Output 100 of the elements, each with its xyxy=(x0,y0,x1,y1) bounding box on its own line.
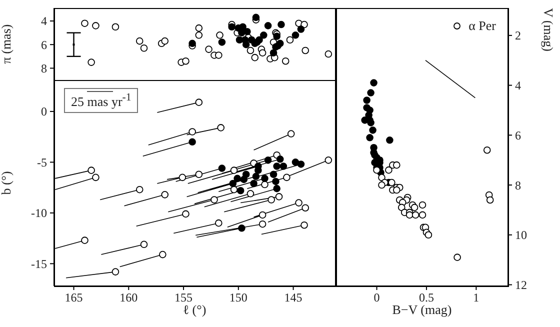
point xyxy=(418,201,426,209)
point xyxy=(112,268,120,276)
point xyxy=(378,174,386,182)
point xyxy=(140,44,148,52)
y-tick-label: 8 xyxy=(41,61,47,76)
point xyxy=(264,156,272,164)
point xyxy=(388,178,396,186)
point xyxy=(234,174,241,182)
point xyxy=(272,43,280,51)
point xyxy=(264,22,272,30)
point xyxy=(216,32,224,39)
point xyxy=(278,20,285,28)
point xyxy=(161,37,169,45)
point xyxy=(88,166,95,174)
point xyxy=(302,46,310,54)
point xyxy=(188,128,196,136)
point xyxy=(251,54,259,62)
x-tick-label: 155 xyxy=(174,290,193,305)
point xyxy=(324,50,332,58)
point xyxy=(230,166,238,174)
point xyxy=(261,174,268,182)
y-tick-label: 8 xyxy=(515,178,521,192)
point xyxy=(273,162,280,170)
point xyxy=(370,79,378,86)
x-tick-label: 160 xyxy=(120,290,138,305)
point xyxy=(236,36,244,44)
point xyxy=(140,240,148,248)
point xyxy=(136,186,144,194)
y-axis-title: V (mag) xyxy=(540,8,556,54)
x-tick-label: 1 xyxy=(473,290,480,305)
point xyxy=(258,49,266,57)
y-tick-label: -5 xyxy=(37,155,47,170)
point xyxy=(256,36,263,44)
point xyxy=(280,162,288,170)
y-axis-title: π (mas) xyxy=(0,24,14,64)
point xyxy=(260,32,268,39)
point xyxy=(297,26,305,33)
x-tick-label: 145 xyxy=(284,290,302,305)
y-tick-label: 12 xyxy=(515,278,527,292)
point xyxy=(385,166,392,174)
x-tick-label: 165 xyxy=(64,290,83,305)
point xyxy=(392,186,400,194)
point xyxy=(454,254,461,261)
y-tick-label: 2 xyxy=(515,28,521,43)
point xyxy=(282,57,290,65)
point xyxy=(287,130,295,138)
y-tick-label: 10 xyxy=(515,228,527,242)
point xyxy=(244,28,251,36)
point xyxy=(418,211,426,219)
point xyxy=(412,211,420,219)
point xyxy=(300,221,308,229)
x-tick-label: 0 xyxy=(374,290,380,305)
point xyxy=(88,58,95,66)
legend-label: α Per xyxy=(468,18,496,34)
point xyxy=(273,32,280,40)
annotation: 25 mas yr$^{-1}$ xyxy=(71,92,132,110)
point xyxy=(292,32,300,39)
point xyxy=(410,204,418,212)
point xyxy=(486,196,494,204)
point xyxy=(272,178,280,186)
point xyxy=(228,23,236,31)
point xyxy=(188,40,196,48)
point xyxy=(182,210,190,218)
point xyxy=(250,180,258,188)
point xyxy=(483,146,491,154)
point xyxy=(195,24,203,32)
point xyxy=(92,174,100,182)
point xyxy=(238,224,246,232)
point xyxy=(195,32,203,39)
point xyxy=(236,186,244,194)
y-tick-label: 6 xyxy=(41,38,47,52)
point xyxy=(369,126,376,134)
point xyxy=(240,176,248,184)
point xyxy=(297,160,305,168)
point xyxy=(81,20,88,27)
point xyxy=(136,37,144,45)
point xyxy=(302,204,310,212)
point xyxy=(295,199,302,206)
point xyxy=(215,219,222,227)
point xyxy=(81,236,88,244)
point xyxy=(112,23,120,31)
x-tick-label: 150 xyxy=(229,290,248,305)
point xyxy=(178,174,186,182)
point xyxy=(215,52,222,59)
point xyxy=(424,231,432,239)
point xyxy=(230,186,238,194)
point xyxy=(286,36,294,44)
point xyxy=(270,170,278,178)
y-tick-label: 0 xyxy=(41,104,47,119)
point xyxy=(378,181,386,189)
point xyxy=(283,174,290,182)
point xyxy=(252,172,260,180)
point xyxy=(258,220,266,228)
point xyxy=(406,211,414,219)
point xyxy=(373,166,380,174)
point xyxy=(292,158,300,166)
y-tick-label: 4 xyxy=(515,78,521,93)
point xyxy=(363,96,370,104)
point xyxy=(195,98,203,106)
point xyxy=(246,190,254,198)
